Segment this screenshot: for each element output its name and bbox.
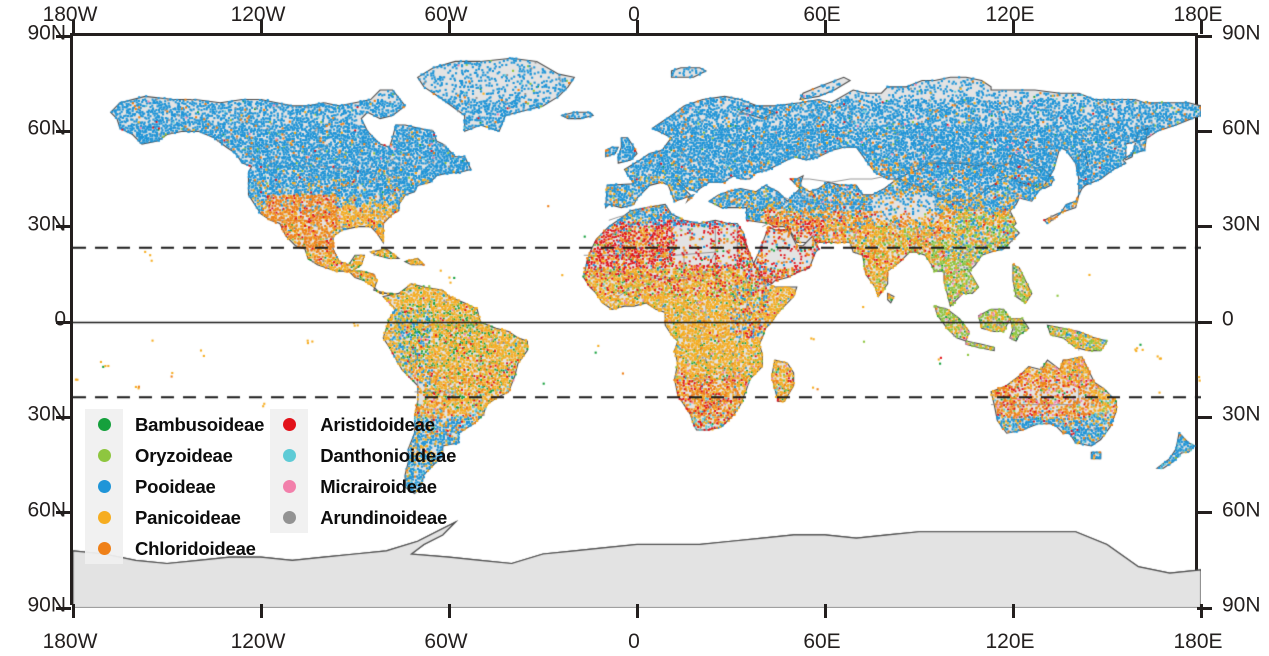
- y-tick-left--60: [56, 511, 71, 515]
- y-tick-left-90: [56, 34, 71, 38]
- x-tick-top-180E: [1199, 20, 1203, 34]
- x-tick-top-0: [635, 20, 639, 34]
- y-axis-label-left-90: 90N: [27, 21, 66, 45]
- legend-label-chloridoideae: Chloridoideae: [135, 537, 256, 559]
- legend-label-danthonioideae: Danthonioideae: [320, 444, 457, 466]
- y-tick-left-60: [56, 129, 71, 133]
- legend-swatch-cell: [85, 440, 123, 471]
- y-axis-label-left--60: 60N: [27, 498, 66, 522]
- x-axis-label-bottom-180E: 180E: [1173, 630, 1223, 653]
- x-axis-label-bottom-180W: 180W: [42, 630, 98, 653]
- legend-dot-micrairoideae: [282, 480, 296, 493]
- y-axis-label-right--30: 30N: [1222, 402, 1261, 426]
- legend-swatch-cell: [270, 409, 309, 440]
- x-axis-label-top-60W: 60W: [424, 3, 468, 26]
- y-axis-label-left-60: 60N: [27, 116, 66, 140]
- y-axis-label-left-30: 30N: [27, 212, 66, 236]
- x-tick-bottom-180W: [71, 604, 75, 618]
- y-axis-label-right-90: 90N: [1222, 21, 1261, 45]
- y-tick-left-0: [56, 320, 71, 324]
- y-tick-left--90: [56, 606, 71, 610]
- y-axis-label-right--90: 90N: [1222, 593, 1261, 617]
- x-tick-bottom-60W: [447, 604, 451, 618]
- legend-swatch-cell: [85, 533, 123, 564]
- y-axis-label-left--90: 90N: [27, 593, 66, 617]
- legend-label-pooideae: Pooideae: [135, 475, 216, 497]
- legend-item-arundinoideae[interactable]: Arundinoideae: [270, 502, 456, 533]
- y-tick-right--60: [1197, 511, 1212, 515]
- x-axis-label-top-180E: 180E: [1173, 3, 1223, 26]
- x-axis-label-bottom-120W: 120W: [230, 630, 286, 653]
- x-axis-label-bottom-60E: 60E: [803, 630, 841, 653]
- x-tick-bottom-60E: [823, 604, 827, 618]
- legend-item-aristidoideae[interactable]: Aristidoideae: [270, 409, 456, 440]
- x-tick-bottom-180E: [1199, 604, 1203, 618]
- legend-swatch-cell: [270, 440, 309, 471]
- legend-column-0: Bambusoideae Oryzoideae Pooideae Panicoidea…: [85, 409, 264, 564]
- legend-item-chloridoideae[interactable]: Chloridoideae: [85, 533, 264, 564]
- legend-item-danthonioideae[interactable]: Danthonioideae: [270, 440, 456, 471]
- x-tick-top-120E: [1011, 20, 1015, 34]
- map-plot-frame: [56, 20, 1212, 618]
- legend-dot-chloridoideae: [97, 542, 111, 555]
- y-tick-left--30: [56, 415, 71, 419]
- legend-label-aristidoideae: Aristidoideae: [320, 413, 435, 435]
- x-tick-bottom-120E: [1011, 604, 1015, 618]
- x-tick-top-60W: [447, 20, 451, 34]
- y-axis-label-left-0: 0: [54, 307, 66, 331]
- y-axis-label-right-60: 60N: [1222, 116, 1261, 140]
- legend-dot-pooideae: [97, 480, 111, 493]
- legend-label-arundinoideae: Arundinoideae: [320, 506, 448, 528]
- y-tick-right-60: [1197, 129, 1212, 133]
- legend-dot-panicoideae: [97, 511, 111, 524]
- y-axis-label-left--30: 30N: [27, 402, 66, 426]
- x-tick-top-120W: [259, 20, 263, 34]
- legend-dot-arundinoideae: [282, 511, 296, 524]
- y-tick-right-90: [1197, 34, 1212, 38]
- y-tick-right-0: [1197, 320, 1212, 324]
- legend-item-micrairoideae[interactable]: Micrairoideae: [270, 471, 456, 502]
- y-axis-label-right--60: 60N: [1222, 498, 1261, 522]
- legend-swatch-cell: [85, 409, 123, 440]
- x-axis-label-top-60E: 60E: [803, 3, 841, 26]
- world-distribution-map: [73, 36, 1201, 608]
- x-axis-label-top-0: 0: [628, 3, 640, 26]
- y-tick-right-30: [1197, 225, 1212, 229]
- x-axis-label-bottom-120E: 120E: [985, 630, 1035, 653]
- legend-dot-aristidoideae: [282, 418, 296, 431]
- x-axis-label-top-120E: 120E: [985, 3, 1035, 26]
- x-axis-label-top-180W: 180W: [42, 3, 98, 26]
- x-axis-label-bottom-60W: 60W: [424, 630, 468, 653]
- x-axis-label-top-120W: 120W: [230, 3, 286, 26]
- x-tick-top-60E: [823, 20, 827, 34]
- legend-item-bambusoideae[interactable]: Bambusoideae: [85, 409, 264, 440]
- legend-label-oryzoideae: Oryzoideae: [135, 444, 233, 466]
- legend-label-panicoideae: Panicoideae: [135, 506, 241, 528]
- y-tick-right--30: [1197, 415, 1212, 419]
- x-tick-top-180W: [71, 20, 75, 34]
- subfamily-legend: Bambusoideae Oryzoideae Pooideae Panicoidea…: [85, 409, 456, 564]
- legend-label-bambusoideae: Bambusoideae: [135, 413, 265, 435]
- x-tick-bottom-0: [635, 604, 639, 618]
- x-axis-label-bottom-0: 0: [628, 630, 640, 653]
- legend-item-pooideae[interactable]: Pooideae: [85, 471, 264, 502]
- legend-swatch-cell: [85, 471, 123, 502]
- y-tick-left-30: [56, 225, 71, 229]
- legend-column-1: Aristidoideae Danthonioideae Micrairoideae…: [270, 409, 456, 564]
- y-tick-right--90: [1197, 606, 1212, 610]
- legend-item-oryzoideae[interactable]: Oryzoideae: [85, 440, 264, 471]
- legend-label-micrairoideae: Micrairoideae: [320, 475, 437, 497]
- y-axis-label-right-0: 0: [1222, 307, 1234, 331]
- legend-dot-danthonioideae: [282, 449, 296, 462]
- legend-dot-oryzoideae: [97, 449, 111, 462]
- legend-swatch-cell: [85, 502, 123, 533]
- legend-swatch-cell: [270, 502, 309, 533]
- legend-dot-bambusoideae: [97, 418, 111, 431]
- y-axis-label-right-30: 30N: [1222, 212, 1261, 236]
- legend-swatch-cell: [270, 471, 309, 502]
- x-tick-bottom-120W: [259, 604, 263, 618]
- legend-item-panicoideae[interactable]: Panicoideae: [85, 502, 264, 533]
